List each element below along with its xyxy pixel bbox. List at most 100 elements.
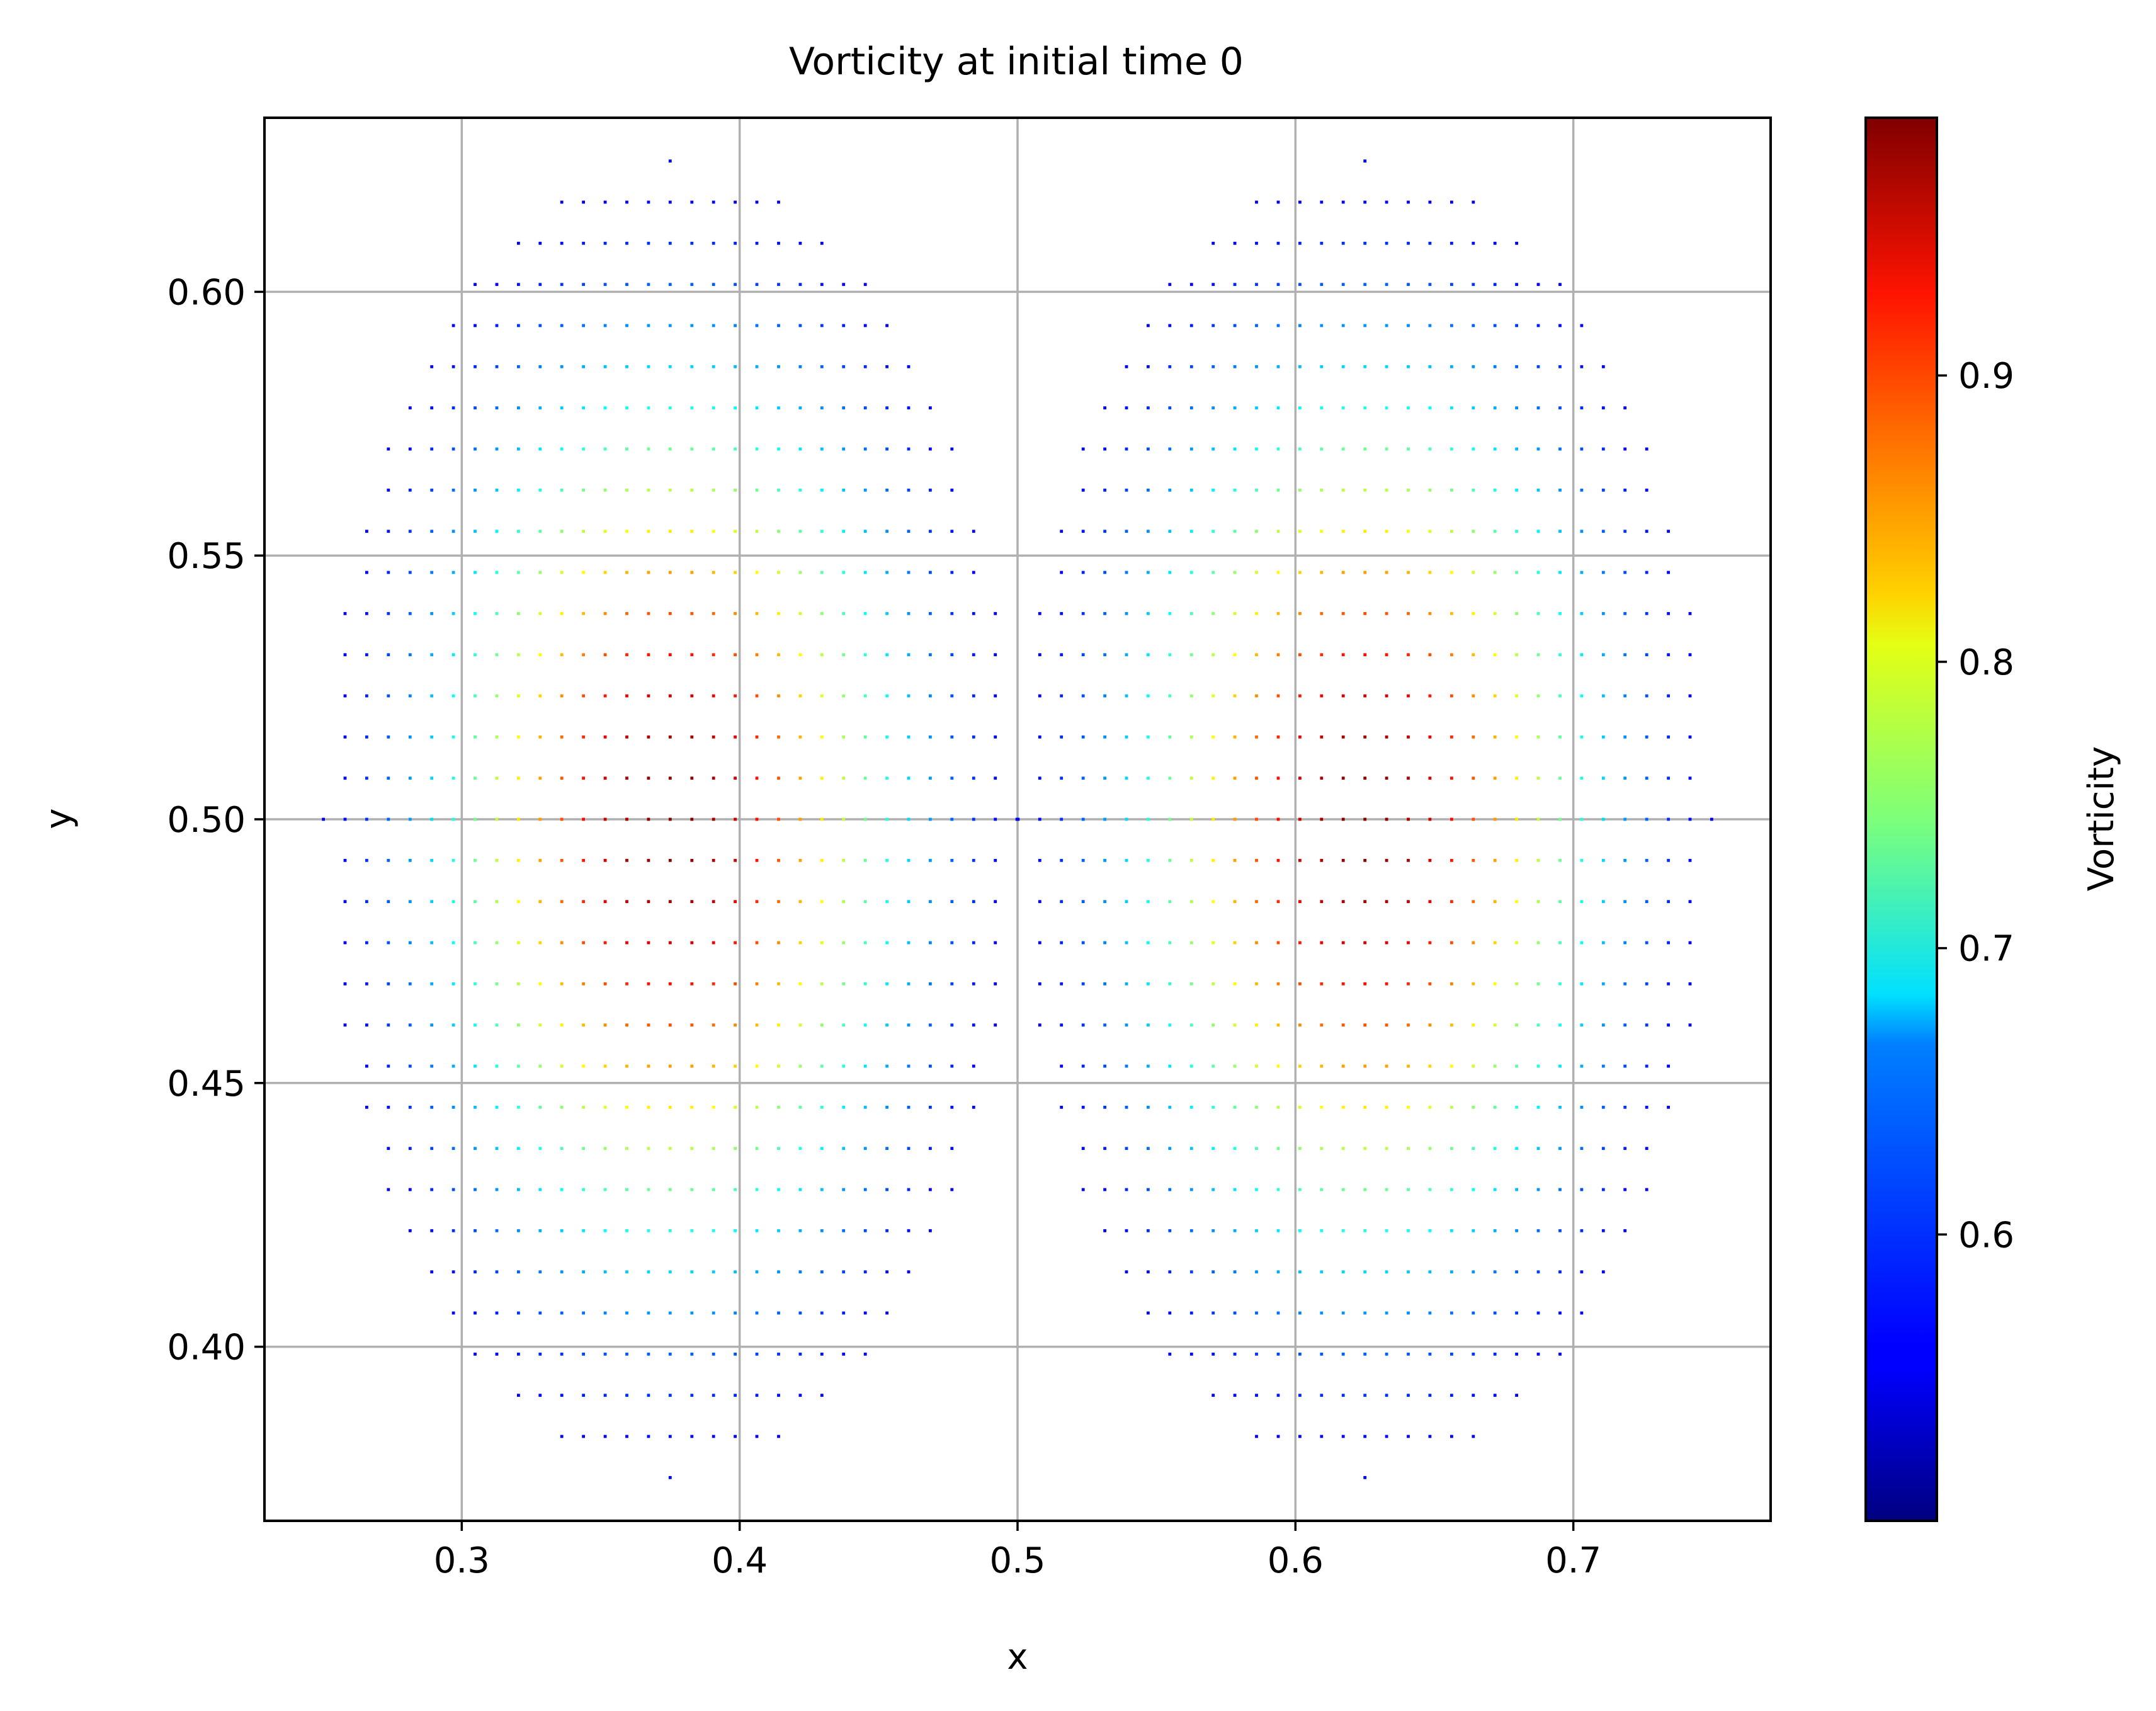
scatter-point <box>1428 900 1432 904</box>
scatter-point <box>1125 1229 1128 1232</box>
scatter-point <box>972 982 975 986</box>
scatter-point <box>495 941 499 945</box>
scatter-point <box>1298 241 1302 245</box>
scatter-point <box>451 900 455 904</box>
scatter-point <box>1623 530 1627 533</box>
scatter-point <box>1060 530 1064 533</box>
scatter-point <box>1536 735 1540 739</box>
scatter-point <box>755 1311 759 1315</box>
y-tick-label: 0.60 <box>167 272 246 313</box>
scatter-point <box>929 1105 932 1109</box>
scatter-point <box>1168 1188 1172 1191</box>
scatter-point <box>690 571 694 574</box>
scatter-point <box>1147 488 1150 492</box>
scatter-point <box>647 530 650 533</box>
scatter-point <box>755 735 759 739</box>
scatter-point <box>798 817 802 821</box>
scatter-point <box>863 283 867 287</box>
scatter-point <box>820 571 824 574</box>
scatter-point <box>1081 941 1085 945</box>
scatter-point <box>734 900 737 904</box>
scatter-point <box>1255 817 1258 821</box>
scatter-point <box>1428 283 1432 287</box>
scatter-point <box>929 530 932 533</box>
scatter-point <box>1536 941 1540 945</box>
scatter-point <box>1385 447 1388 451</box>
scatter-point <box>517 735 520 739</box>
scatter-point <box>1363 1475 1367 1479</box>
scatter-point <box>560 1394 564 1397</box>
scatter-point <box>1211 611 1215 615</box>
scatter-point <box>1298 900 1302 904</box>
scatter-point <box>1601 817 1605 821</box>
scatter-point <box>495 1147 499 1151</box>
scatter-point <box>538 611 542 615</box>
scatter-point <box>798 1311 802 1315</box>
scatter-point <box>820 1229 824 1232</box>
scatter-point <box>1515 365 1518 368</box>
scatter-point <box>387 735 390 739</box>
scatter-point <box>1407 365 1410 368</box>
scatter-point <box>798 1270 802 1274</box>
scatter-point <box>1515 1147 1518 1151</box>
scatter-point <box>734 776 737 780</box>
scatter-point <box>1558 365 1562 368</box>
scatter-point <box>777 900 780 904</box>
scatter-point <box>1515 447 1518 451</box>
scatter-point <box>734 735 737 739</box>
scatter-point <box>885 776 888 780</box>
scatter-point <box>1341 1435 1345 1438</box>
scatter-point <box>408 1064 412 1068</box>
scatter-point <box>907 776 911 780</box>
scatter-point <box>538 776 542 780</box>
scatter-point <box>972 1023 975 1027</box>
scatter-point <box>1147 1064 1150 1068</box>
scatter-point <box>1363 1229 1367 1232</box>
scatter-point <box>842 365 846 368</box>
scatter-point <box>1450 900 1453 904</box>
scatter-point <box>1428 1270 1432 1274</box>
scatter-point <box>495 611 499 615</box>
scatter-point <box>777 1105 780 1109</box>
scatter-point <box>1407 488 1410 492</box>
scatter-point <box>1428 530 1432 533</box>
scatter-point <box>1688 653 1692 657</box>
scatter-point <box>451 817 455 821</box>
scatter-point <box>1298 283 1302 287</box>
scatter-point <box>1320 283 1324 287</box>
scatter-point <box>1341 817 1345 821</box>
scatter-point <box>1472 1270 1475 1274</box>
scatter-point <box>1536 1147 1540 1151</box>
scatter-point <box>842 1311 846 1315</box>
scatter-point <box>712 365 715 368</box>
scatter-point <box>1038 982 1041 986</box>
scatter-point <box>1125 406 1128 410</box>
scatter-point <box>1341 1394 1345 1397</box>
scatter-point <box>560 941 564 945</box>
scatter-point <box>1515 1394 1518 1397</box>
scatter-point <box>474 283 477 287</box>
scatter-point <box>1103 776 1106 780</box>
scatter-point <box>1147 324 1150 327</box>
scatter-point <box>1407 1023 1410 1027</box>
scatter-point <box>1298 776 1302 780</box>
scatter-point <box>1558 1229 1562 1232</box>
scatter-point <box>1493 1352 1497 1356</box>
scatter-point <box>1211 241 1215 245</box>
scatter-point <box>1558 1023 1562 1027</box>
scatter-point <box>712 571 715 574</box>
scatter-point <box>560 241 564 245</box>
scatter-point <box>668 530 672 533</box>
scatter-point <box>625 241 628 245</box>
scatter-point <box>1341 653 1345 657</box>
scatter-point <box>517 694 520 698</box>
scatter-point <box>1081 1147 1085 1151</box>
scatter-point <box>1189 817 1193 821</box>
scatter-point <box>343 1023 347 1027</box>
scatter-point <box>430 694 434 698</box>
scatter-point <box>863 1229 867 1232</box>
scatter-point <box>1407 1352 1410 1356</box>
scatter-point <box>1472 735 1475 739</box>
scatter-point <box>582 406 585 410</box>
scatter-point <box>451 1311 455 1315</box>
